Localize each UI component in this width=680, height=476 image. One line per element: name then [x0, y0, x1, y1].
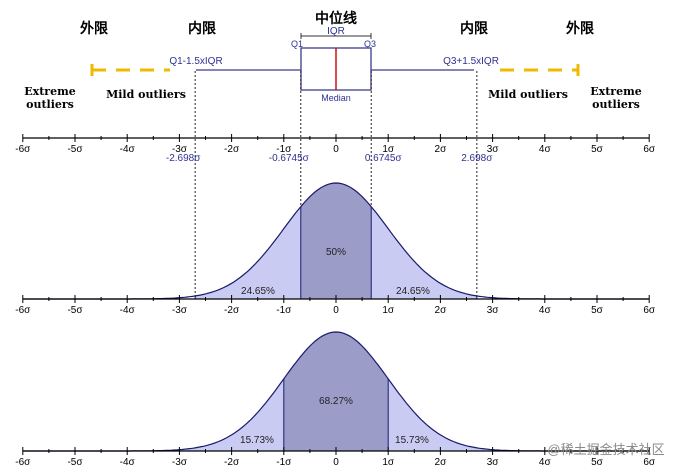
axis0-tick-label: -1σ — [276, 144, 292, 155]
sigma-mark-label-0: -2.698σ — [166, 153, 201, 164]
curve1-right-tail-fill — [371, 206, 477, 299]
iqr-label: IQR — [327, 26, 345, 37]
axis0-tick-label: -6σ — [15, 144, 31, 155]
axis2-tick-label: 4σ — [539, 457, 552, 468]
axis2-tick-label: 5σ — [591, 457, 604, 468]
axis0-tick-label: -2σ — [224, 144, 240, 155]
curve1-left-percent: 24.65% — [241, 286, 275, 297]
outer-fence-left-label: 外限 — [80, 20, 108, 36]
axis1-tick-label: -1σ — [276, 305, 292, 316]
axis2-tick-label: -4σ — [120, 457, 136, 468]
median-label: Median — [321, 93, 351, 103]
axis0-tick-label: 1σ — [382, 144, 395, 155]
axis1-tick-label: 3σ — [487, 305, 500, 316]
axis2-tick-label: 3σ — [487, 457, 500, 468]
axis1-tick-label: -3σ — [172, 305, 188, 316]
curve1-center-percent: 50% — [326, 247, 346, 258]
axis1-tick-label: 4σ — [539, 305, 552, 316]
q3-label: Q3 — [364, 39, 376, 49]
axis1-tick-label: 0 — [333, 305, 339, 316]
axis2-tick-label: -2σ — [224, 457, 240, 468]
axis0-tick-label: 6σ — [643, 144, 656, 155]
inner-fence-left-label: 内限 — [188, 20, 216, 36]
extreme-outliers-left-line2: outliers — [26, 98, 74, 111]
axis1-tick-label: -2σ — [224, 305, 240, 316]
curve2-right-fill — [388, 378, 493, 451]
axis1-tick-label: 2σ — [435, 305, 448, 316]
sigma-mark-label-3: 2.698σ — [461, 153, 493, 164]
axis1-tick-label: -6σ — [15, 305, 31, 316]
axis0-tick-label: 0 — [333, 144, 339, 155]
curve2-right-percent: 15.73% — [395, 435, 429, 446]
upper-fence-formula: Q3+1.5xIQR — [443, 56, 499, 67]
axis-layer — [22, 134, 650, 455]
lower-outer-fence-marker — [90, 64, 170, 76]
extreme-outliers-right-line1: Extreme — [590, 85, 641, 98]
axis1-tick-label: 1σ — [382, 305, 395, 316]
curve1-left-tail-fill — [195, 206, 301, 299]
curve2-left-fill — [179, 378, 284, 451]
curve1-iqr-fill — [300, 183, 372, 299]
axis0-tick-label: 5σ — [591, 144, 604, 155]
axis0-tick-label: -5σ — [67, 144, 83, 155]
curve2-center-percent: 68.27% — [319, 396, 353, 407]
mild-outliers-right-label: Mild outliers — [488, 88, 568, 101]
axis0-tick-label: 2σ — [435, 144, 448, 155]
axis0-tick-label: 4σ — [539, 144, 552, 155]
axis2-tick-label: 0 — [333, 457, 339, 468]
watermark: @稀土掘金技术社区 — [547, 442, 664, 457]
axis2-tick-label: 6σ — [643, 457, 656, 468]
axis1-tick-label: -5σ — [67, 305, 83, 316]
axis1-tick-label: -4σ — [120, 305, 136, 316]
extreme-outliers-right-line2: outliers — [592, 98, 640, 111]
upper-outer-fence-marker — [500, 64, 580, 76]
label-layer: -6σ -5σ -4σ -3σ -2σ -1σ 0 1σ 2σ 3σ 4σ 5σ 6σ -6σ -5σ -4σ… — [15, 144, 656, 468]
guide-line-layer — [194, 71, 478, 296]
axis2-tick-label: -5σ — [67, 457, 83, 468]
axis2-tick-label: -3σ — [172, 457, 188, 468]
sigma-mark-label-1: -0.6745σ — [269, 153, 310, 164]
axis0-tick-label: -4σ — [120, 144, 136, 155]
curve2-left-percent: 15.73% — [240, 435, 274, 446]
curve1-right-percent: 24.65% — [396, 286, 430, 297]
axis2-tick-label: 1σ — [382, 457, 395, 468]
axis1-tick-label: 5σ — [591, 305, 604, 316]
extreme-outliers-left-line1: Extreme — [24, 85, 75, 98]
axis1-tick-label: 6σ — [643, 305, 656, 316]
curve2-center-fill — [283, 332, 389, 451]
lower-fence-formula: Q1-1.5xIQR — [169, 56, 222, 67]
axis0-tick-label: -3σ — [172, 144, 188, 155]
sigma-mark-label-2: 0.6745σ — [365, 153, 403, 164]
q1-label: Q1 — [291, 39, 303, 49]
axis2-tick-label: -6σ — [15, 457, 31, 468]
axis2-tick-label: 2σ — [435, 457, 448, 468]
median-line-title: 中位线 — [315, 10, 357, 26]
axis0-tick-label: 3σ — [487, 144, 500, 155]
outer-fence-right-label: 外限 — [566, 20, 594, 36]
inner-fence-right-label: 内限 — [460, 20, 488, 36]
axis2-tick-label: -1σ — [276, 457, 292, 468]
mild-outliers-left-label: Mild outliers — [106, 88, 186, 101]
curve-fill-layer — [22, 182, 650, 452]
